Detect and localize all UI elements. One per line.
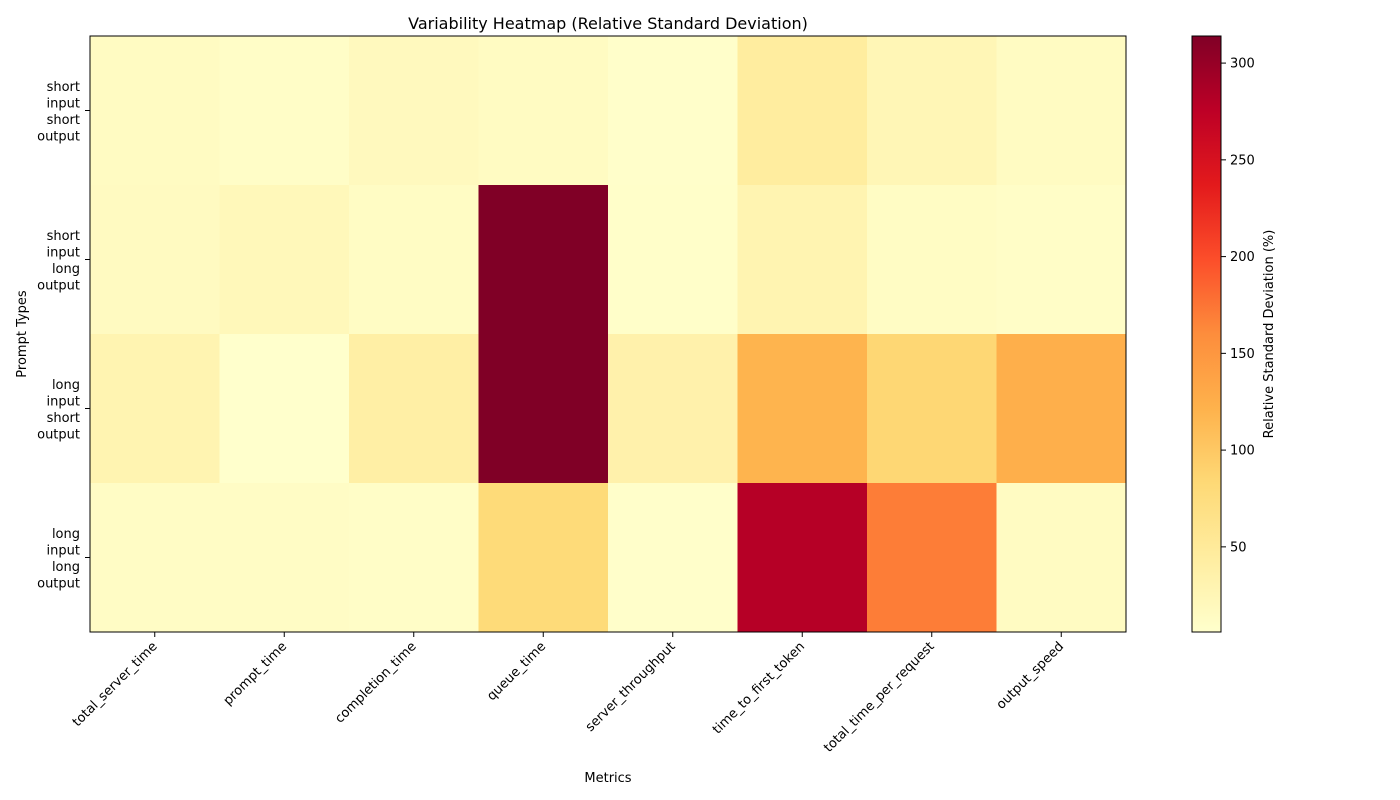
heatmap-cell bbox=[219, 334, 350, 484]
x-axis-ticks: total_server_time prompt_time completion_t… bbox=[70, 632, 1067, 756]
y-tick-label: long input short output bbox=[37, 378, 80, 443]
y-axis-ticks: short input short output short input long outpu… bbox=[37, 80, 90, 592]
heatmap-cell bbox=[90, 185, 220, 335]
x-tick-label: server_throughput bbox=[583, 639, 679, 735]
heatmap-cell bbox=[867, 483, 997, 633]
heatmap-cell bbox=[996, 483, 1127, 633]
heatmap-cell bbox=[737, 334, 868, 484]
heatmap-cell bbox=[349, 483, 479, 633]
x-tick-label: total_server_time bbox=[70, 639, 161, 730]
x-axis-label: Metrics bbox=[584, 771, 631, 786]
heatmap-cell bbox=[867, 36, 997, 186]
colorbar-tick-label: 300 bbox=[1230, 57, 1255, 72]
heatmap-cell bbox=[478, 185, 609, 335]
heatmap-cell bbox=[737, 185, 868, 335]
x-tick-label: time_to_first_token bbox=[710, 639, 808, 737]
y-tick-label: long input long output bbox=[37, 527, 80, 592]
heatmap-cell bbox=[478, 36, 609, 186]
heatmap-cell bbox=[90, 483, 220, 633]
chart-title: Variability Heatmap (Relative Standard D… bbox=[408, 14, 808, 33]
y-axis-label: Prompt Types bbox=[15, 290, 30, 378]
heatmap-cells bbox=[90, 36, 1127, 633]
heatmap-cell bbox=[349, 36, 479, 186]
heatmap-cell bbox=[90, 334, 220, 484]
heatmap-cell bbox=[867, 334, 997, 484]
heatmap-cell bbox=[219, 483, 350, 633]
heatmap-cell bbox=[996, 185, 1127, 335]
y-tick-label: short input short output bbox=[37, 80, 80, 145]
heatmap-cell bbox=[478, 483, 609, 633]
colorbar-tick-label: 150 bbox=[1230, 347, 1255, 362]
colorbar bbox=[1191, 35, 1222, 633]
heatmap-cell bbox=[608, 483, 738, 633]
colorbar-tick-label: 100 bbox=[1230, 444, 1255, 459]
heatmap-cell bbox=[608, 185, 738, 335]
heatmap-cell bbox=[219, 185, 350, 335]
x-tick-label: output_speed bbox=[994, 639, 1067, 712]
y-tick-label: short input long output bbox=[37, 229, 80, 294]
colorbar-tick-label: 50 bbox=[1230, 540, 1247, 555]
heatmap-cell bbox=[90, 36, 220, 186]
heatmap-cell bbox=[478, 334, 609, 484]
heatmap-cell bbox=[996, 36, 1127, 186]
heatmap-cell bbox=[737, 483, 868, 633]
colorbar-label: Relative Standard Deviation (%) bbox=[1262, 230, 1277, 439]
colorbar-tick-label: 250 bbox=[1230, 153, 1255, 168]
heatmap-cell bbox=[737, 36, 868, 186]
x-tick-label: completion_time bbox=[332, 639, 419, 726]
heatmap-cell bbox=[996, 334, 1127, 484]
x-tick-label: prompt_time bbox=[221, 639, 290, 708]
x-tick-label: total_time_per_request bbox=[821, 639, 937, 755]
heatmap-cell bbox=[219, 36, 350, 186]
plot-frame bbox=[89, 35, 1127, 633]
heatmap-cell bbox=[608, 334, 738, 484]
colorbar-ticks: 50 100 150 200 250 300 bbox=[1221, 57, 1255, 555]
colorbar-tick-label: 200 bbox=[1230, 250, 1255, 265]
heatmap-cell bbox=[867, 185, 997, 335]
heatmap-cell bbox=[349, 334, 479, 484]
x-tick-label: queue_time bbox=[484, 639, 549, 704]
heatmap-cell bbox=[349, 185, 479, 335]
heatmap-cell bbox=[608, 36, 738, 186]
